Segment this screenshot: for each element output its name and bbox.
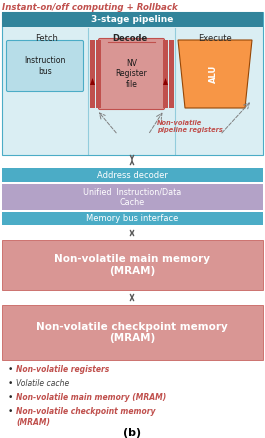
Text: •: • <box>8 365 13 374</box>
FancyBboxPatch shape <box>7 40 83 92</box>
Text: •: • <box>8 407 13 416</box>
Text: Non-volatile checkpoint memory
(MRAM): Non-volatile checkpoint memory (MRAM) <box>16 407 156 427</box>
Text: 3-stage pipeline: 3-stage pipeline <box>91 15 173 24</box>
Text: Instruction
bus: Instruction bus <box>24 57 66 76</box>
FancyBboxPatch shape <box>2 168 263 182</box>
Polygon shape <box>163 78 168 85</box>
Text: ALU: ALU <box>209 65 218 83</box>
FancyBboxPatch shape <box>2 12 263 155</box>
Polygon shape <box>178 40 252 108</box>
Text: Execute: Execute <box>198 34 232 43</box>
Text: Non-volatile registers: Non-volatile registers <box>16 365 109 374</box>
Text: Unified  Instruction/Data
Cache: Unified Instruction/Data Cache <box>83 187 181 207</box>
Text: Non-volatile main memory (MRAM): Non-volatile main memory (MRAM) <box>16 393 166 402</box>
FancyBboxPatch shape <box>99 39 165 110</box>
Text: Fetch: Fetch <box>36 34 59 43</box>
Polygon shape <box>90 78 95 85</box>
Text: (b): (b) <box>123 428 141 438</box>
FancyBboxPatch shape <box>2 305 263 360</box>
Text: Volatile cache: Volatile cache <box>16 379 69 388</box>
Text: Instant-on/off computing + Rollback: Instant-on/off computing + Rollback <box>2 3 178 12</box>
Text: •: • <box>8 379 13 388</box>
Text: Decode: Decode <box>112 34 148 43</box>
FancyBboxPatch shape <box>2 212 263 225</box>
Text: Memory bus interface: Memory bus interface <box>86 214 178 223</box>
Text: Non-volatile
pipeline registers: Non-volatile pipeline registers <box>157 120 223 133</box>
Text: Non-volatile checkpoint memory
(MRAM): Non-volatile checkpoint memory (MRAM) <box>36 321 228 343</box>
FancyBboxPatch shape <box>2 240 263 290</box>
FancyBboxPatch shape <box>90 40 95 108</box>
FancyBboxPatch shape <box>96 40 101 108</box>
Text: NV
Register
file: NV Register file <box>116 59 147 89</box>
FancyBboxPatch shape <box>2 184 263 210</box>
Text: Address decoder: Address decoder <box>96 170 167 180</box>
FancyBboxPatch shape <box>163 40 168 108</box>
Text: Non-volatile main memory
(MRAM): Non-volatile main memory (MRAM) <box>54 254 210 276</box>
Text: •: • <box>8 393 13 402</box>
FancyBboxPatch shape <box>2 12 263 27</box>
FancyBboxPatch shape <box>169 40 174 108</box>
